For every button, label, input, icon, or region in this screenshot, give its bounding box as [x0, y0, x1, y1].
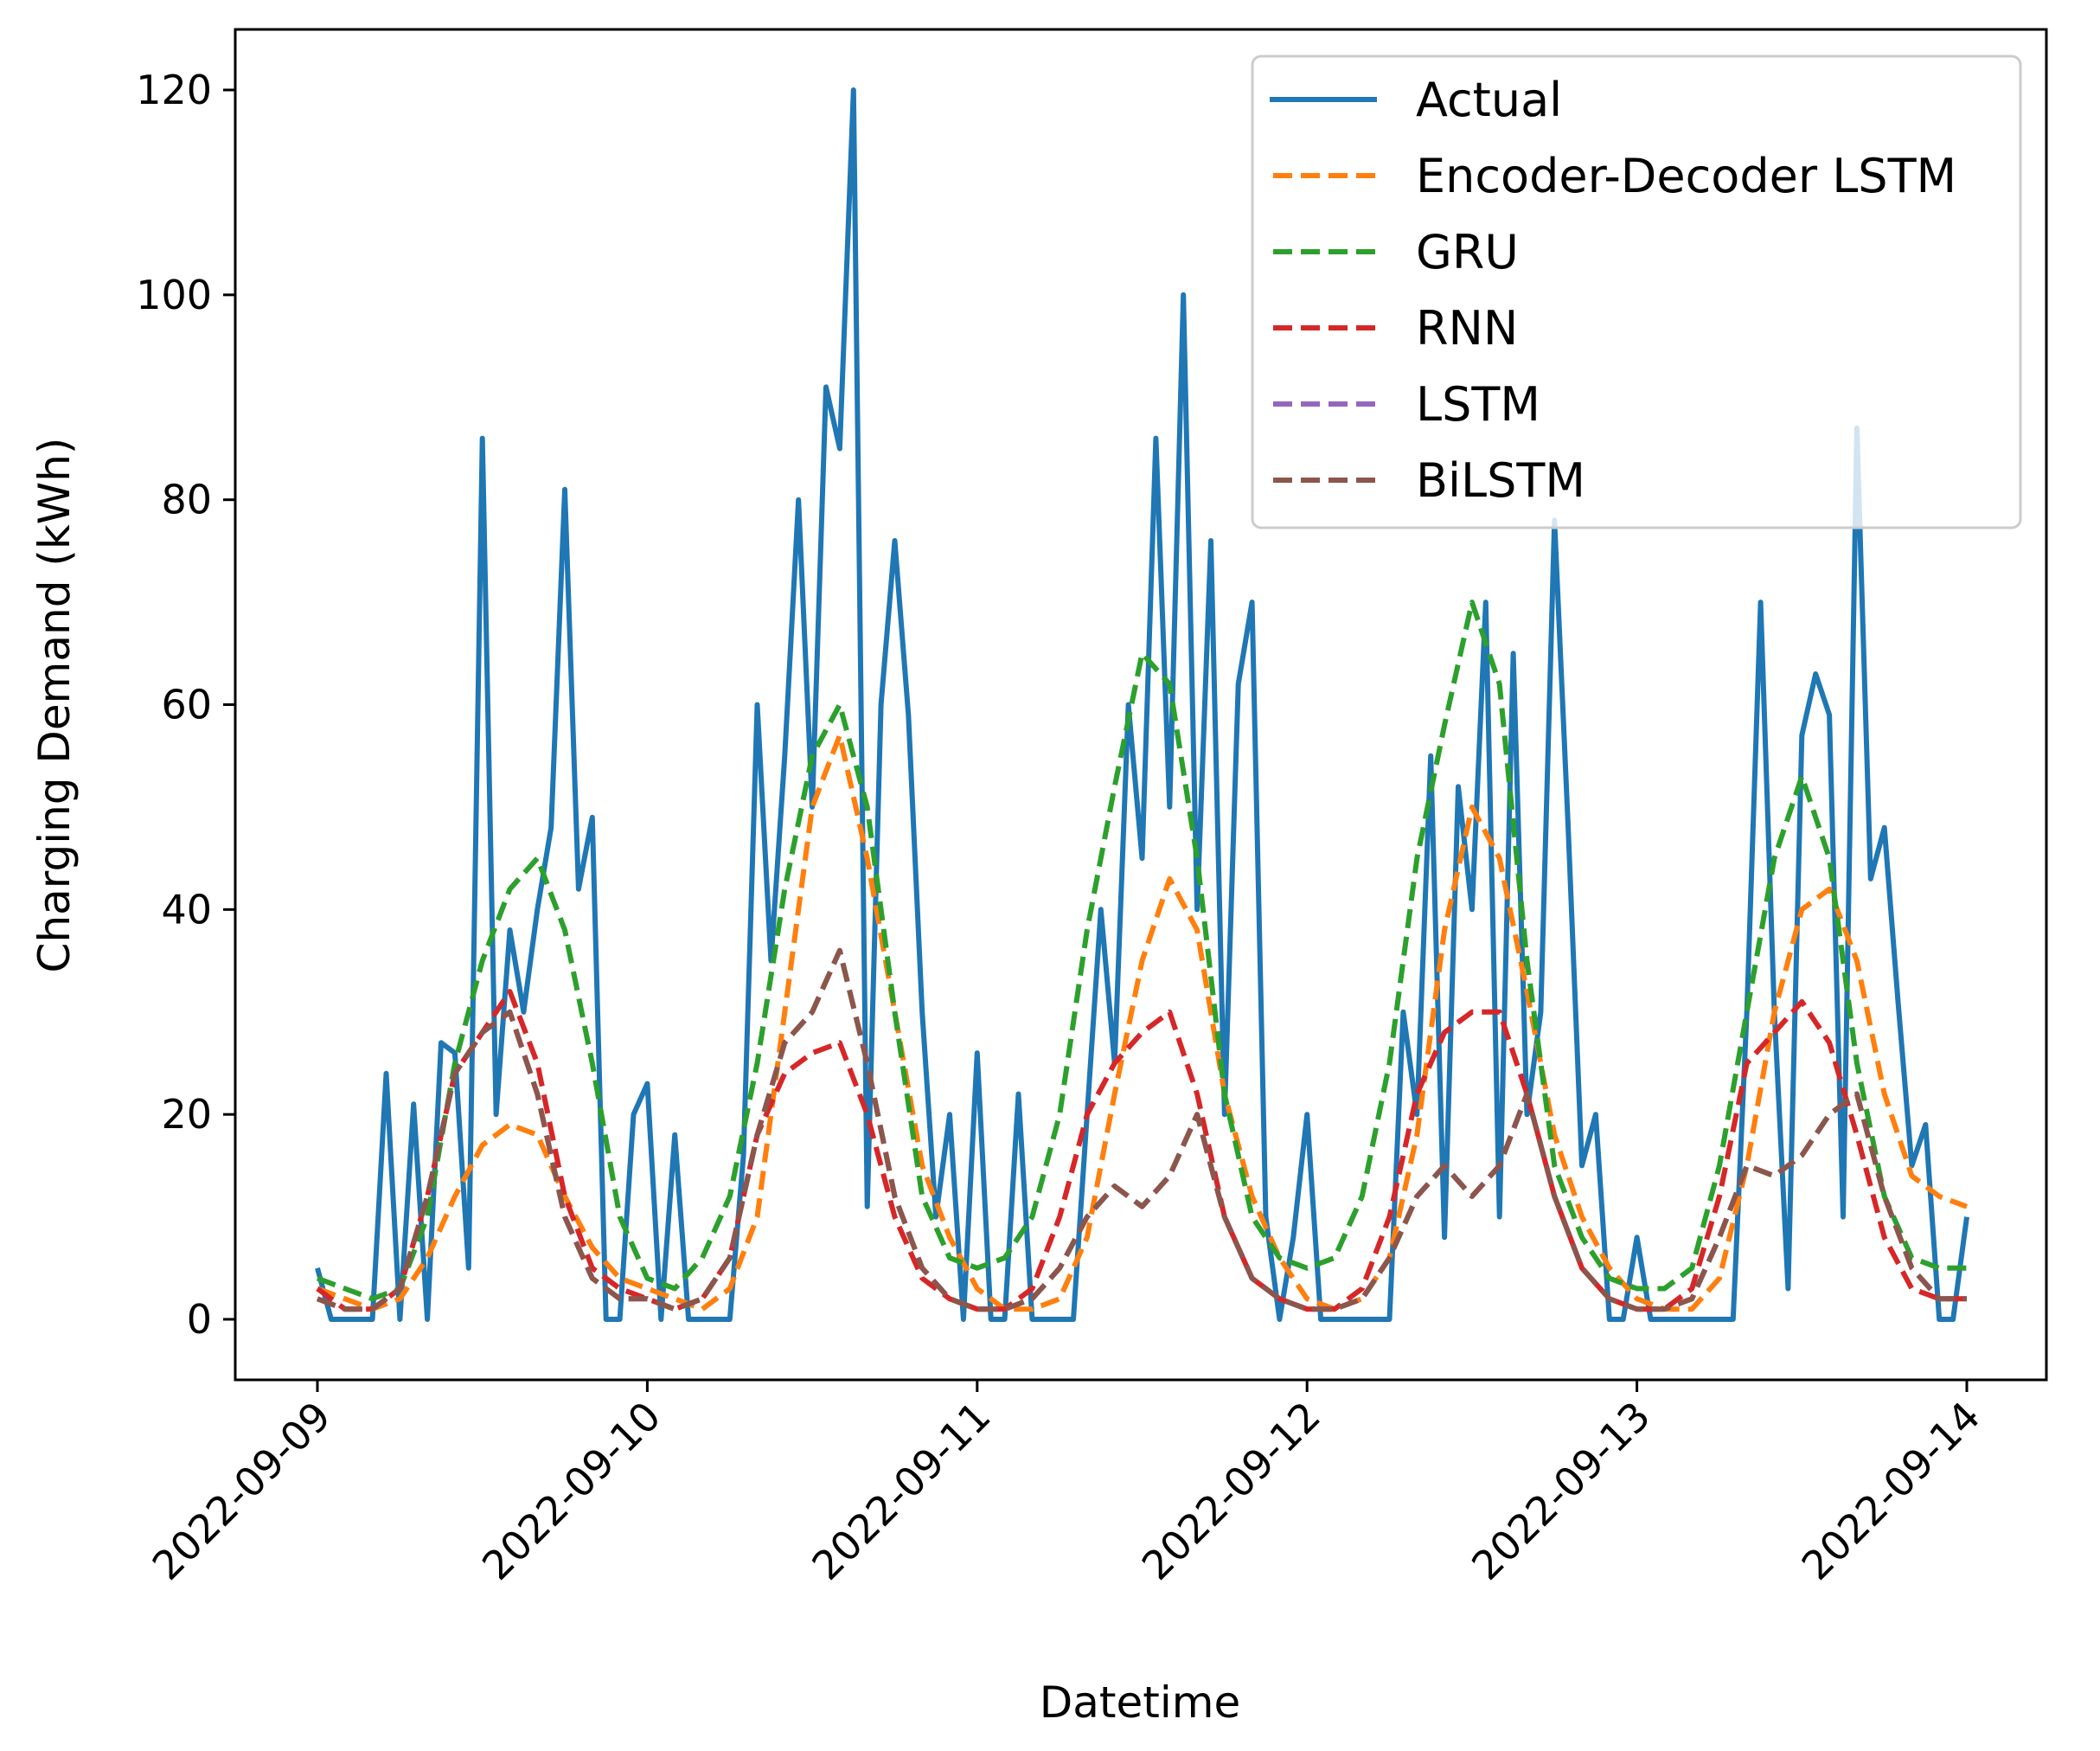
legend-label-bilstm: BiLSTM	[1416, 453, 1585, 508]
y-axis-label: Charging Demand (kWh)	[29, 438, 80, 973]
y-tick-label: 0	[187, 1296, 212, 1343]
legend-label-lstm: LSTM	[1416, 377, 1540, 432]
y-tick-label: 20	[161, 1091, 212, 1138]
legend-label-rnn: RNN	[1416, 301, 1518, 356]
legend: Actual Encoder-Decoder LSTM GRU RNN LSTM BiLS…	[1251, 55, 2022, 529]
x-tick-label: 2022-09-12	[1133, 1393, 1329, 1589]
x-tick-label: 2022-09-09	[144, 1393, 340, 1589]
legend-label-actual: Actual	[1416, 73, 1562, 127]
legend-label-encoder-decoder-lstm: Encoder-Decoder LSTM	[1416, 149, 1956, 203]
series-line-rnn	[316, 989, 1967, 1312]
x-tick-label: 2022-09-13	[1463, 1393, 1659, 1589]
x-tick-label: 2022-09-14	[1793, 1393, 1989, 1589]
series-layer	[315, 87, 1969, 1322]
legend-box	[1251, 55, 2022, 529]
x-tick-label: 2022-09-11	[803, 1393, 999, 1589]
y-tick-label: 60	[161, 682, 212, 728]
y-tick-label: 40	[161, 886, 212, 933]
legend-label-gru: GRU	[1416, 225, 1519, 279]
series-line-gru	[316, 600, 1967, 1302]
x-tick-label: 2022-09-10	[473, 1393, 669, 1589]
series-line-encoder-decoder-lstm	[316, 733, 1969, 1312]
x-axis-label: Datetime	[1040, 1677, 1240, 1728]
series-line-lstm	[316, 947, 1967, 1312]
series-line-actual	[315, 87, 1969, 1322]
y-tick-label: 100	[136, 272, 212, 318]
series-line-bilstm	[316, 947, 1967, 1312]
y-tick-label: 120	[136, 67, 212, 113]
y-tick-label: 80	[161, 477, 212, 523]
